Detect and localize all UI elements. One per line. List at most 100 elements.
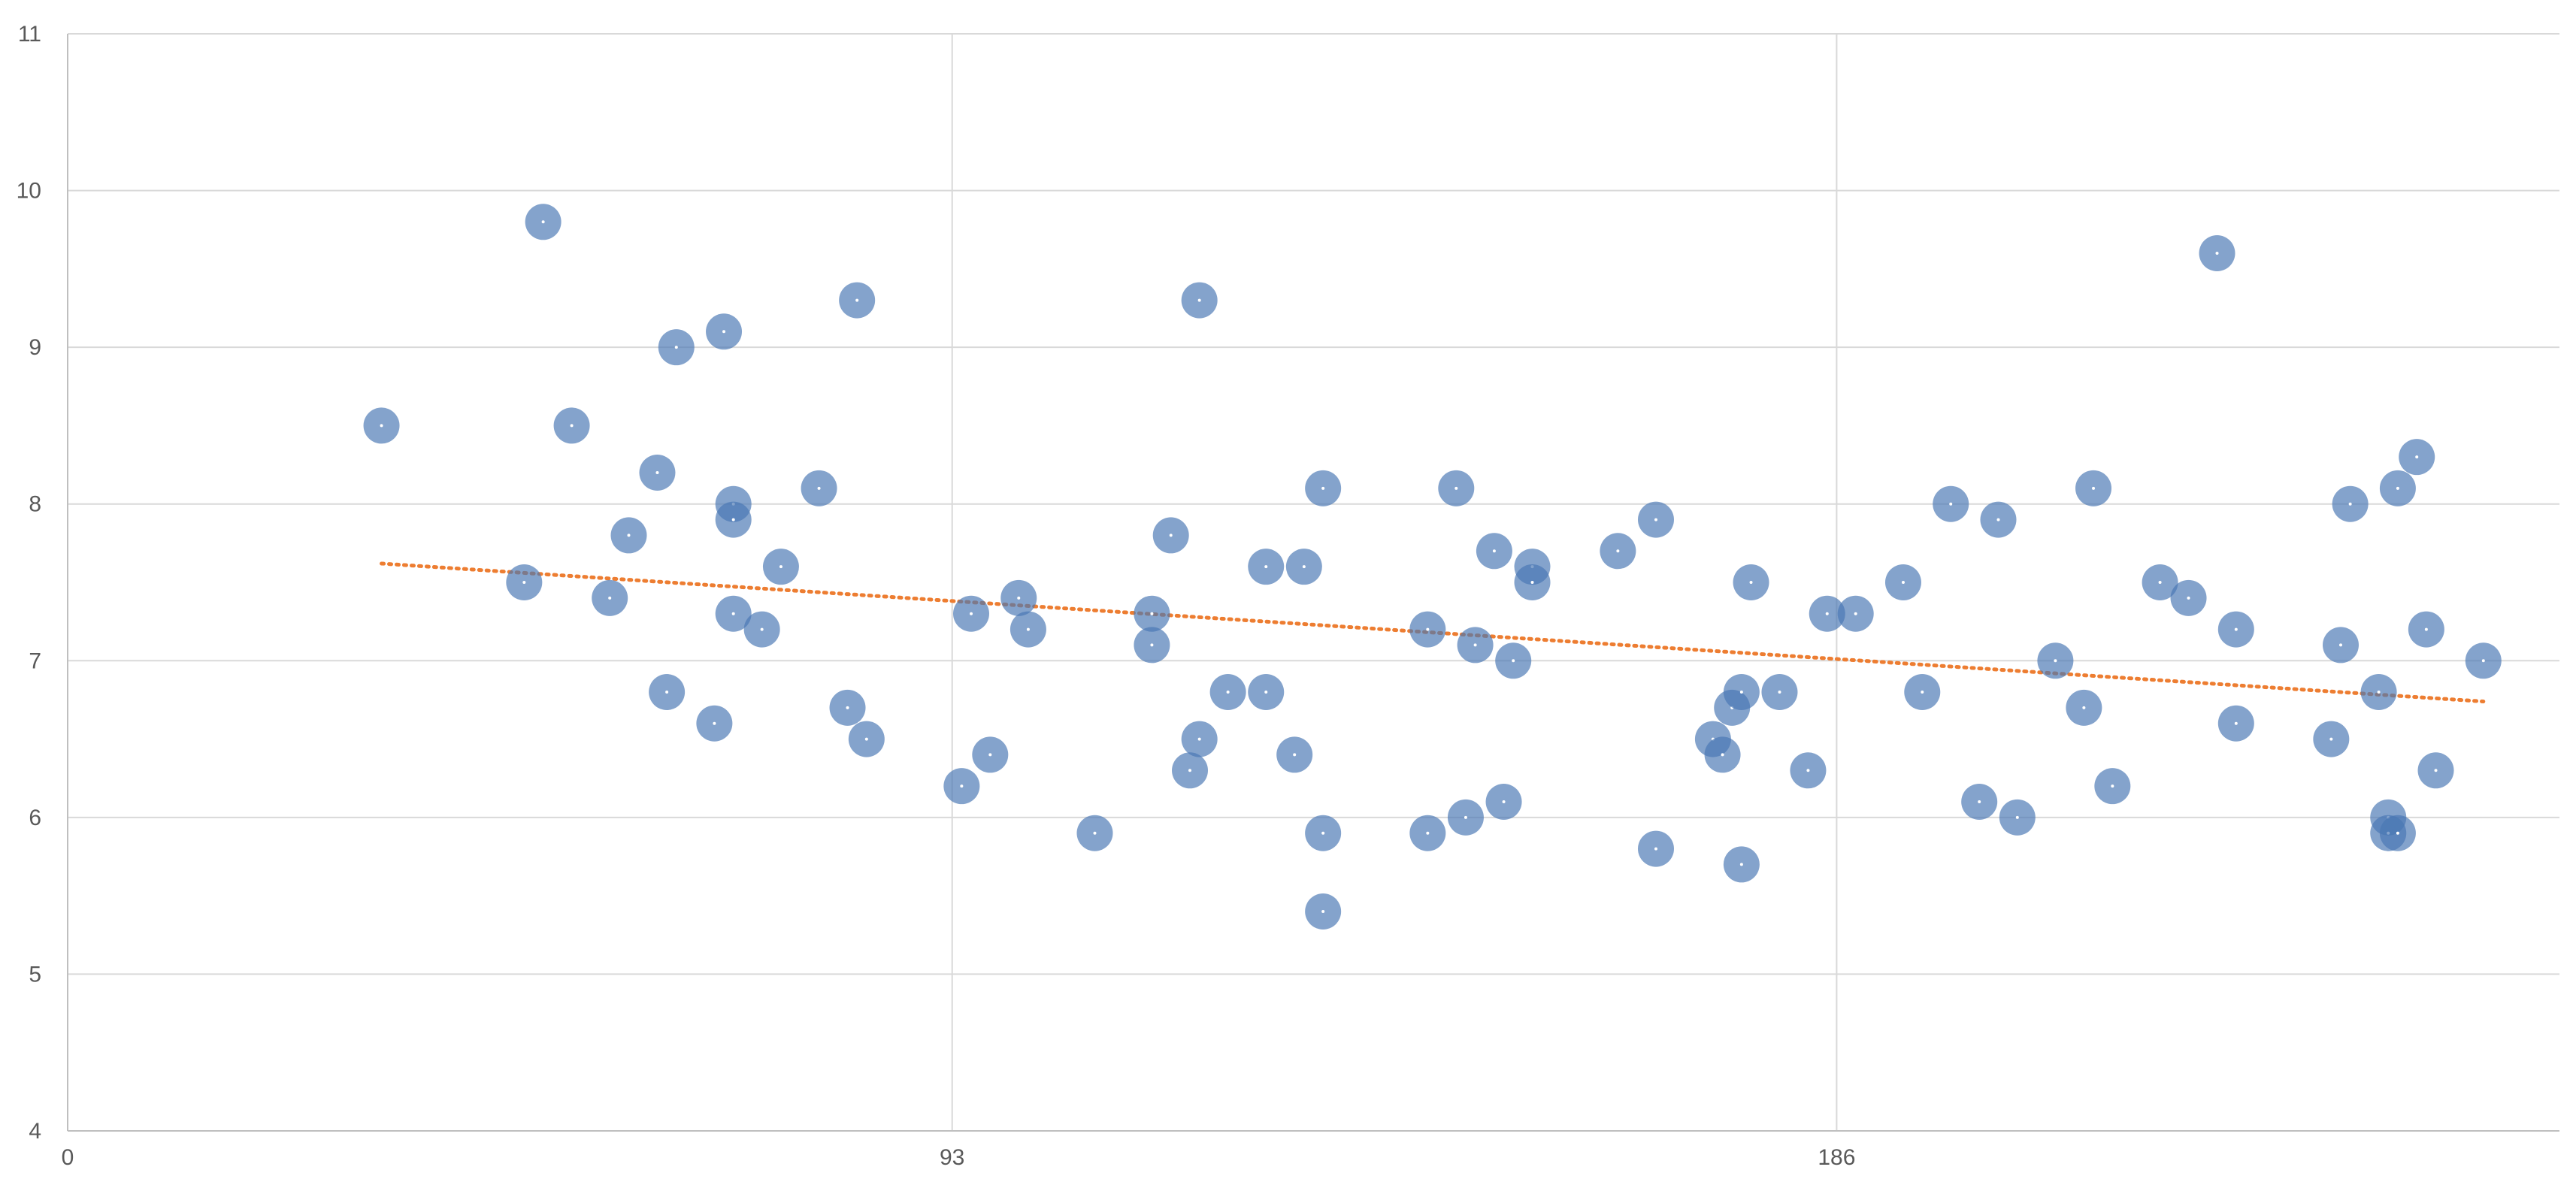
data-point	[1457, 627, 1494, 664]
data-point-center	[817, 486, 821, 490]
data-point	[839, 282, 876, 319]
data-point-center	[1188, 769, 1192, 772]
data-point-center	[2054, 659, 2057, 663]
gridlines	[68, 33, 2559, 1131]
data-point-center	[1854, 612, 1857, 615]
data-point	[2313, 721, 2350, 757]
data-point-center	[2377, 691, 2381, 694]
data-point-center	[1150, 612, 1154, 615]
data-point	[743, 611, 780, 648]
data-point-center	[380, 424, 383, 428]
data-point	[1305, 815, 1342, 851]
data-point	[553, 407, 590, 444]
data-point	[1409, 815, 1446, 851]
x-tick-label: 93	[940, 1145, 964, 1170]
data-point-center	[864, 737, 868, 741]
data-point	[1476, 533, 1512, 570]
data-point	[1134, 627, 1170, 664]
data-point	[2322, 627, 2359, 664]
data-point-center	[1321, 910, 1325, 913]
data-point	[2037, 642, 2074, 679]
data-point	[1733, 564, 1769, 600]
data-point-center	[1197, 298, 1201, 302]
data-point	[1514, 564, 1551, 600]
data-point	[1600, 533, 1636, 570]
data-point-center	[1492, 549, 1496, 553]
data-point-center	[1616, 549, 1620, 553]
data-point	[2417, 752, 2454, 789]
data-point-center	[1026, 627, 1030, 631]
data-point	[2075, 470, 2112, 506]
data-point-center	[2158, 581, 2162, 584]
data-point	[1152, 517, 1189, 554]
data-point-center	[608, 596, 612, 600]
data-point-center	[2187, 596, 2190, 600]
data-point	[2217, 705, 2254, 742]
data-point	[706, 313, 743, 350]
data-point	[2066, 689, 2102, 726]
data-point-center	[1978, 800, 1981, 803]
y-tick-label: 4	[29, 1119, 41, 1144]
data-point	[972, 736, 1009, 773]
data-point	[1837, 595, 1874, 632]
data-point-center	[1264, 691, 1268, 694]
data-point	[2142, 564, 2178, 600]
data-point-center	[674, 346, 678, 349]
data-point	[1438, 470, 1475, 506]
data-point-center	[1293, 753, 1297, 757]
data-point	[943, 768, 980, 805]
data-point-center	[1321, 831, 1325, 835]
data-point	[506, 564, 543, 600]
data-point	[2379, 815, 2416, 851]
data-point	[1172, 752, 1209, 789]
data-point-center	[570, 424, 574, 428]
data-point-center	[1454, 486, 1458, 490]
data-point-center	[1093, 831, 1097, 835]
data-point	[1637, 830, 1674, 867]
data-point	[658, 329, 695, 366]
data-point-center	[731, 612, 735, 615]
data-point-center	[2082, 706, 2086, 709]
data-point-center	[1739, 863, 1743, 866]
data-point	[1248, 549, 1285, 585]
data-point	[1495, 642, 1532, 679]
data-point	[639, 455, 676, 491]
data-point	[1134, 595, 1170, 632]
data-point-center	[1512, 659, 1515, 663]
data-point	[1010, 611, 1046, 648]
data-point-center	[2215, 252, 2219, 255]
data-point	[1248, 674, 1285, 710]
data-point	[1276, 736, 1313, 773]
data-points	[363, 204, 2502, 930]
data-point-center	[627, 534, 631, 537]
data-point-center	[1473, 643, 1477, 647]
data-point	[1961, 784, 1998, 820]
data-point-center	[988, 753, 992, 757]
data-point-center	[655, 471, 659, 474]
data-point-center	[1778, 691, 1781, 694]
data-point	[1933, 485, 1969, 522]
data-point	[1000, 579, 1037, 616]
data-point	[1209, 674, 1246, 710]
data-point	[2094, 768, 2131, 805]
data-point	[1485, 784, 1522, 820]
data-point-center	[2092, 486, 2096, 490]
data-point-center	[2234, 627, 2238, 631]
y-tick-label: 5	[29, 962, 41, 987]
data-point	[762, 549, 799, 585]
x-tick-label: 186	[1818, 1145, 1855, 1170]
data-point	[1809, 595, 1845, 632]
data-point-center	[846, 706, 849, 709]
data-point	[1305, 893, 1342, 930]
data-point	[1884, 564, 1921, 600]
data-point-center	[1426, 831, 1430, 835]
data-point-center	[1464, 815, 1467, 819]
data-point	[1790, 752, 1827, 789]
data-point	[1904, 674, 1941, 710]
data-point	[592, 579, 628, 616]
data-point-center	[1302, 565, 1306, 569]
y-tick-label: 7	[29, 648, 41, 673]
data-point-center	[2015, 815, 2019, 819]
data-point-center	[1921, 691, 1924, 694]
data-point-center	[1806, 769, 1810, 772]
